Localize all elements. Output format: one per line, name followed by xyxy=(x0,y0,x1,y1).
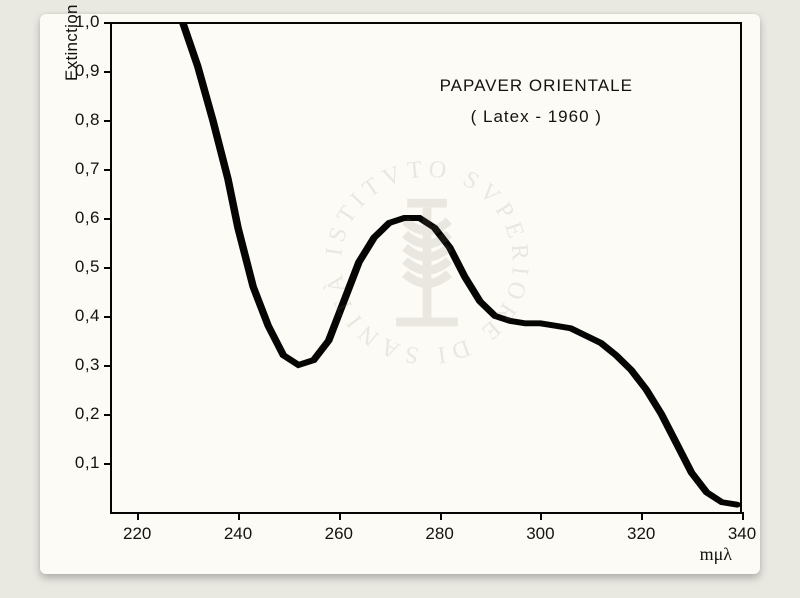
x-tick-label: 340 xyxy=(728,524,756,544)
x-tick xyxy=(137,512,139,520)
y-tick-label: 0,9 xyxy=(75,61,100,81)
y-tick-label: 0,6 xyxy=(75,208,100,228)
x-tick-label: 220 xyxy=(123,524,151,544)
y-tick xyxy=(104,71,112,73)
y-tick xyxy=(104,316,112,318)
x-tick xyxy=(440,512,442,520)
y-tick xyxy=(104,120,112,122)
x-tick-label: 260 xyxy=(325,524,353,544)
x-tick xyxy=(339,512,341,520)
x-tick-label: 280 xyxy=(425,524,453,544)
plot-area: Extinction PAPAVER ORIENTALE ( Latex - 1… xyxy=(110,22,742,514)
photo-frame: Extinction PAPAVER ORIENTALE ( Latex - 1… xyxy=(0,0,800,598)
x-tick-label: 320 xyxy=(627,524,655,544)
x-axis-label: mμλ xyxy=(700,544,732,565)
x-tick xyxy=(742,512,744,520)
spectrum-curve xyxy=(112,22,742,512)
x-tick xyxy=(540,512,542,520)
y-tick-label: 0,4 xyxy=(75,306,100,326)
y-tick-label: 0,8 xyxy=(75,110,100,130)
x-tick xyxy=(238,512,240,520)
figure-card: Extinction PAPAVER ORIENTALE ( Latex - 1… xyxy=(40,14,760,574)
y-tick-label: 0,2 xyxy=(75,404,100,424)
y-tick xyxy=(104,218,112,220)
y-tick-label: 1,0 xyxy=(75,12,100,32)
y-tick-label: 0,7 xyxy=(75,159,100,179)
y-tick xyxy=(104,463,112,465)
x-tick xyxy=(641,512,643,520)
y-tick xyxy=(104,267,112,269)
y-tick xyxy=(104,169,112,171)
y-tick xyxy=(104,22,112,24)
y-tick-label: 0,5 xyxy=(75,257,100,277)
y-tick xyxy=(104,414,112,416)
x-tick-label: 300 xyxy=(526,524,554,544)
x-tick-label: 240 xyxy=(224,524,252,544)
y-tick xyxy=(104,365,112,367)
y-tick-label: 0,1 xyxy=(75,453,100,473)
y-tick-label: 0,3 xyxy=(75,355,100,375)
